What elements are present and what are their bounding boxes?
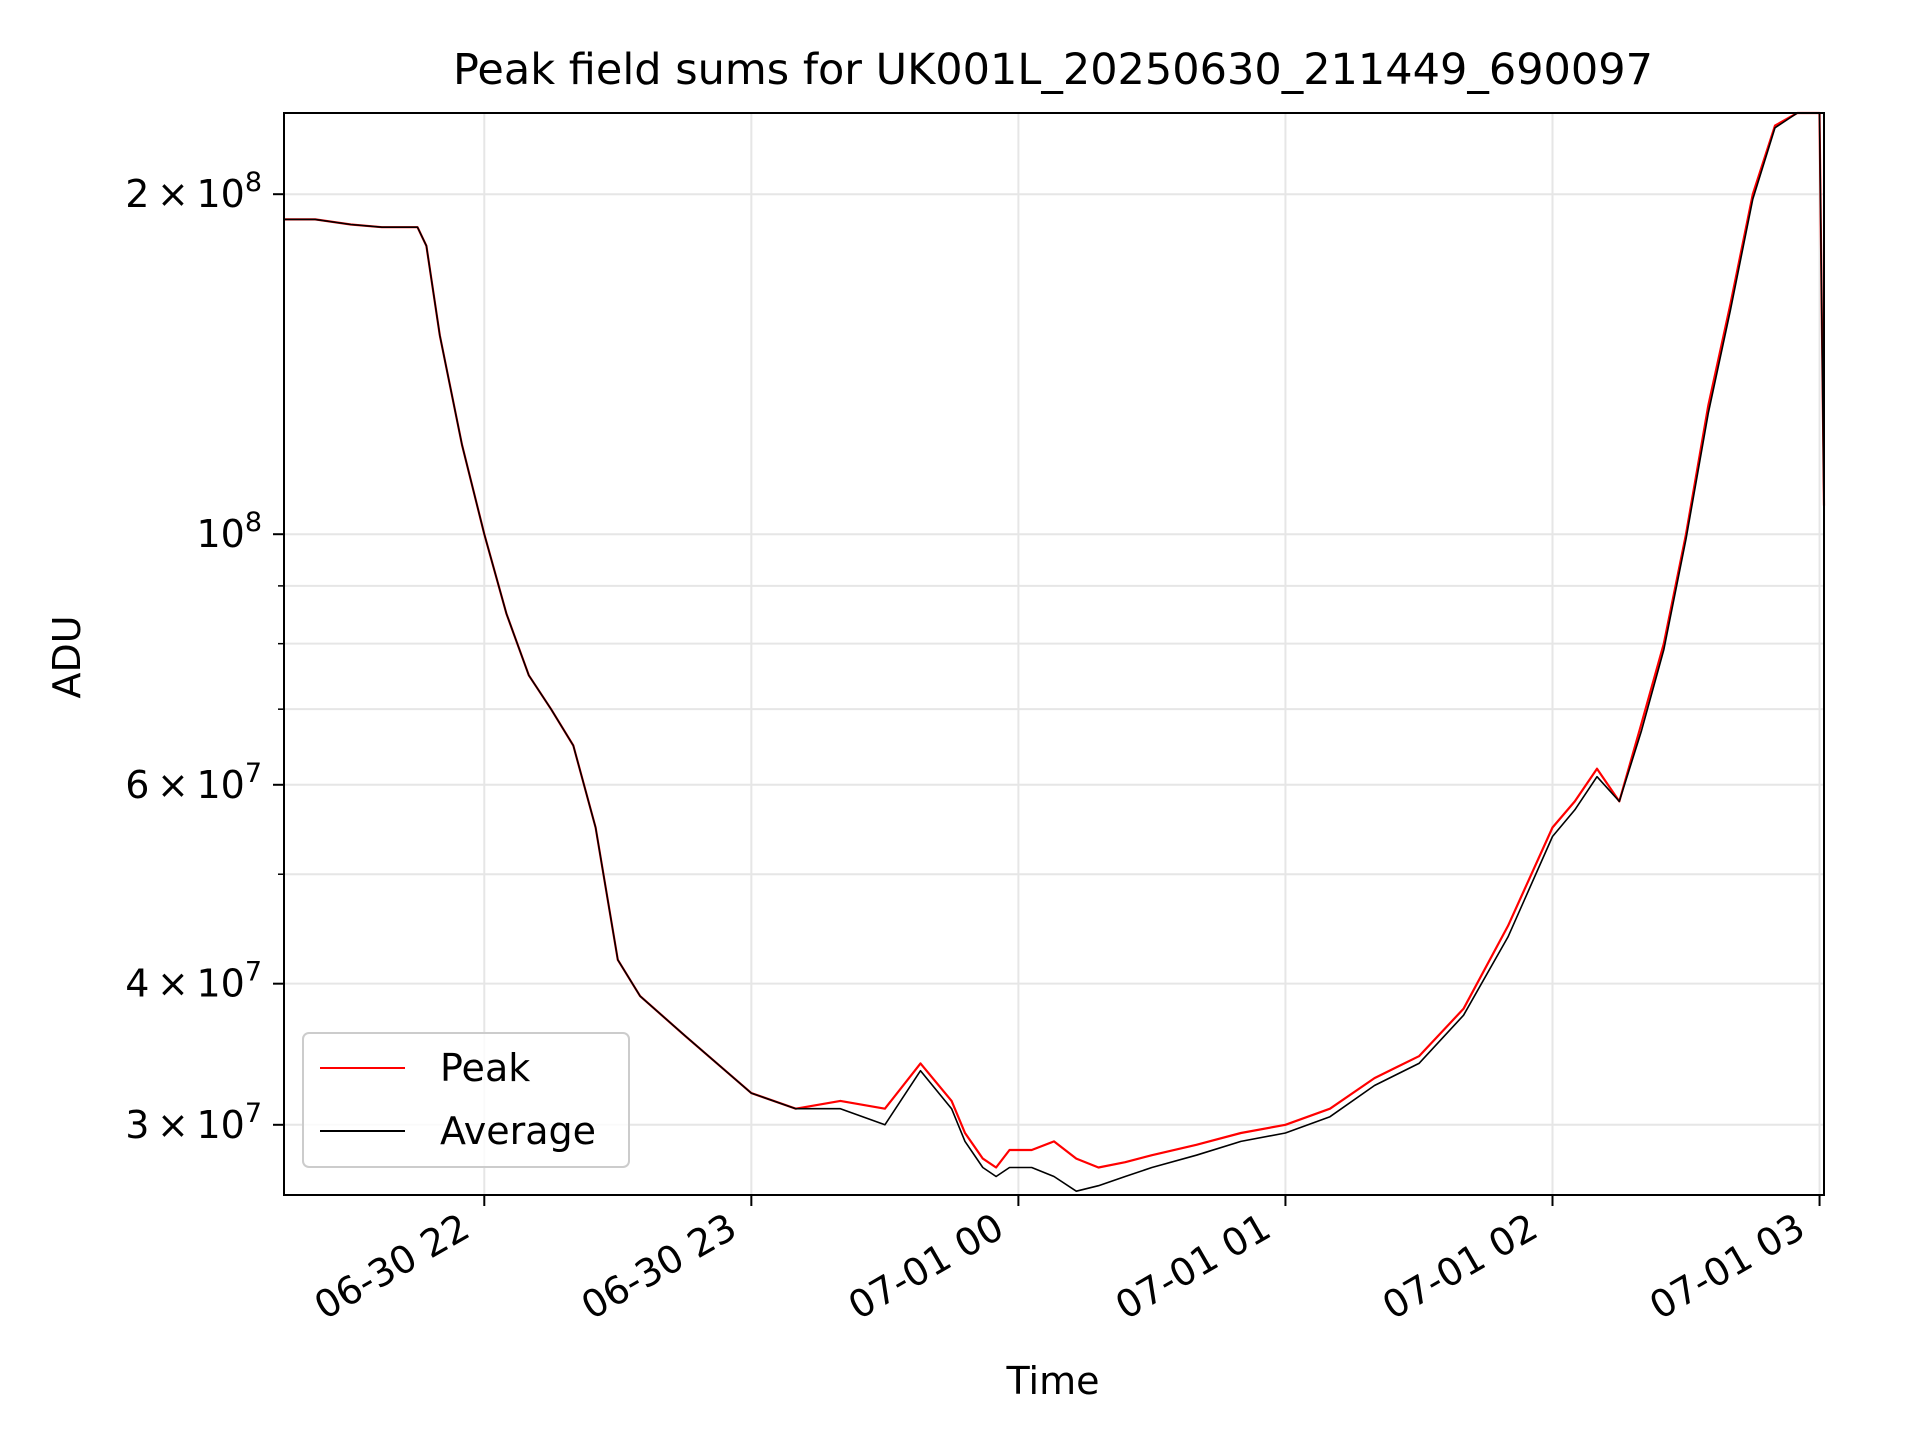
y-tick-label: 3 × 107	[125, 1098, 262, 1147]
legend-peak-label: Peak	[440, 1046, 530, 1090]
chart-title: Peak field sums for UK001L_20250630_2114…	[453, 45, 1653, 95]
y-tick-label: 2 × 108	[125, 167, 262, 216]
series-layer	[284, 111, 1826, 1192]
y-tick-label: 4 × 107	[125, 957, 262, 1006]
plot-frame	[283, 112, 1825, 1196]
series-line-average	[284, 112, 1825, 1192]
legend-average-label: Average	[440, 1109, 596, 1153]
grid	[284, 113, 1824, 1195]
legend-box	[302, 1032, 630, 1168]
legend: Peak Average	[302, 1032, 630, 1168]
y-axis-label: ADU	[45, 615, 89, 698]
y-tick-label: 6 × 107	[125, 758, 262, 807]
y-tick-label: 108	[196, 507, 262, 556]
x-axis-label: Time	[1006, 1359, 1100, 1403]
